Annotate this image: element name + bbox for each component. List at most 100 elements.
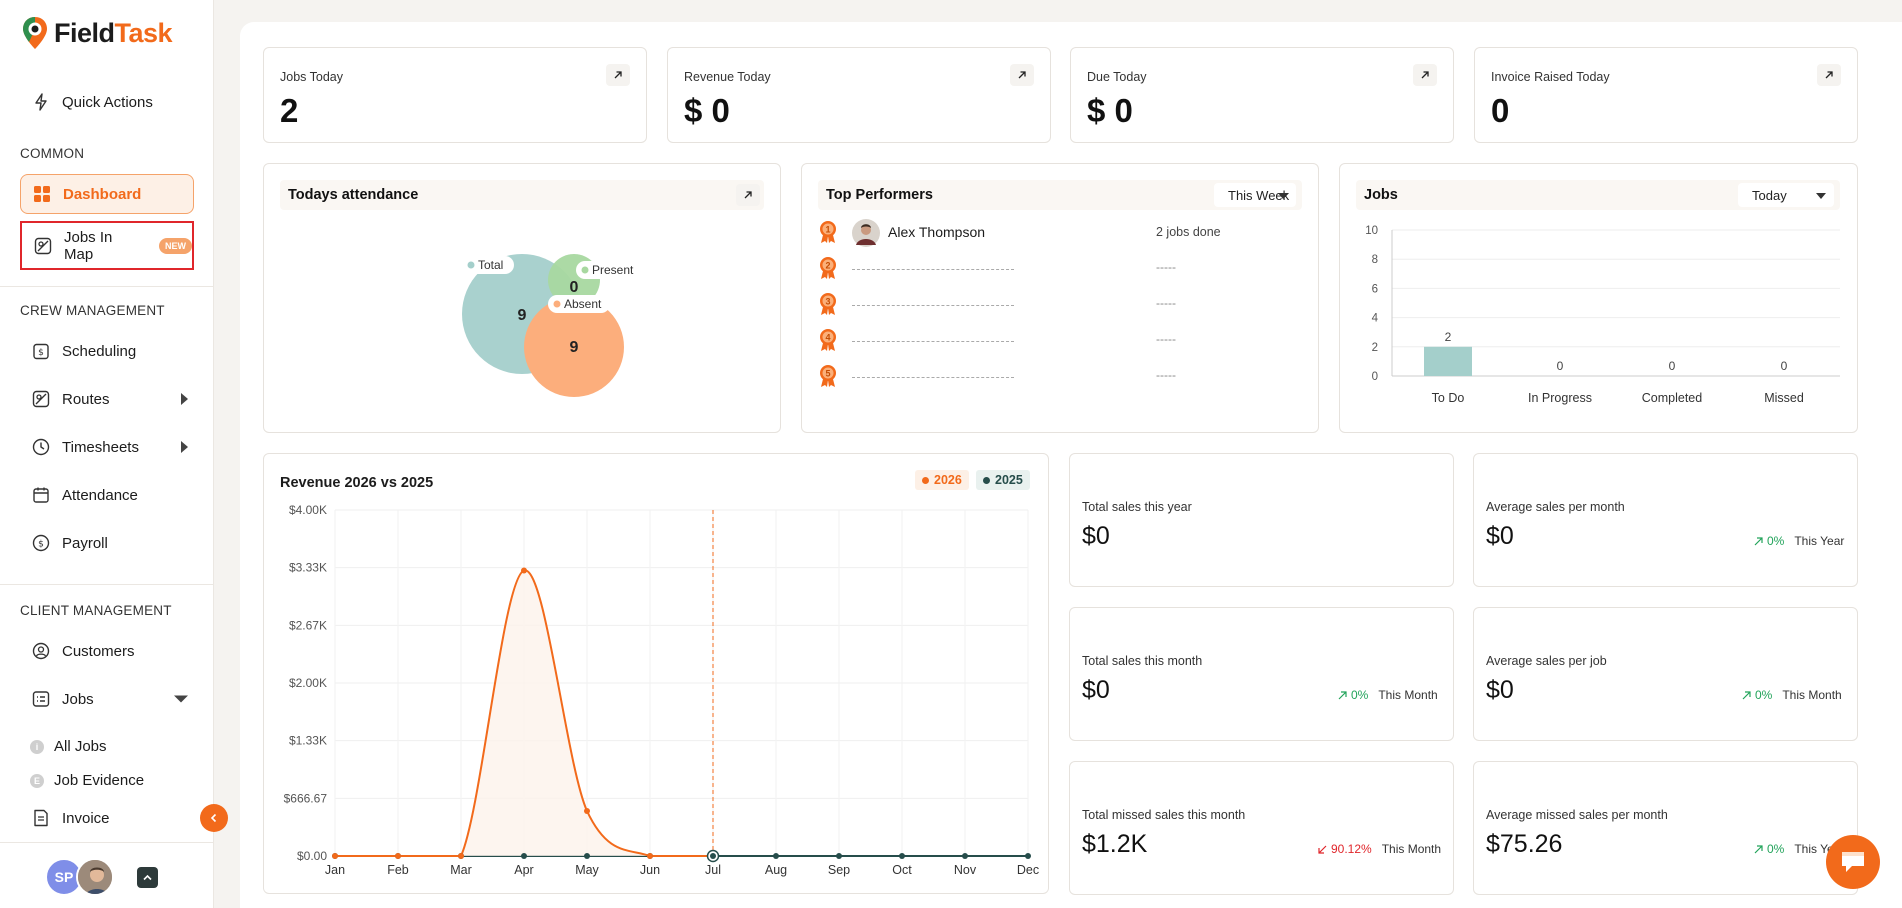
metric-label: Average sales per job xyxy=(1486,654,1607,668)
sidebar: FieldTask Quick Actions COMMON Dashboard… xyxy=(0,0,214,908)
performers-period-dropdown[interactable]: This Week xyxy=(1214,183,1296,207)
chevron-up-icon xyxy=(143,874,152,881)
series-2026-point xyxy=(521,567,527,574)
series-2026-point xyxy=(458,853,464,859)
change-period: This Year xyxy=(1794,534,1845,548)
arrow-up-right-icon xyxy=(1421,71,1429,79)
x-tick-label: Jul xyxy=(705,863,721,877)
expand-up-button[interactable] xyxy=(137,867,158,888)
absent-dot xyxy=(553,300,561,308)
legend-2026[interactable]: 2026 xyxy=(915,470,969,490)
top-performers-panel: Top Performers This Week 1 Alex Thompson… xyxy=(801,163,1319,433)
change-period: This Month xyxy=(1381,842,1442,856)
sidebar-item-dashboard[interactable]: Dashboard xyxy=(20,174,194,214)
total-value: 9 xyxy=(518,307,527,324)
sidebar-item-scheduling[interactable]: $ Scheduling xyxy=(20,332,194,370)
current-month-marker xyxy=(710,853,716,859)
new-badge: NEW xyxy=(159,237,192,254)
invoice-icon xyxy=(34,809,48,827)
panel-title: Revenue 2026 vs 2025 xyxy=(280,475,434,491)
open-jobs-today-button[interactable] xyxy=(606,64,630,86)
x-tick-label: Jun xyxy=(640,863,660,877)
bar-value-label: 0 xyxy=(1781,359,1788,373)
rank-number: 5 xyxy=(825,369,830,379)
sidebar-item-label: Invoice xyxy=(62,809,110,827)
legend-2025[interactable]: 2025 xyxy=(976,470,1030,490)
metric-total-missed-sales: Total missed sales this month $1.2K 90.1… xyxy=(1069,761,1454,895)
stat-value: $ 0 xyxy=(684,92,730,129)
sidebar-item-customers[interactable]: Customers xyxy=(20,632,194,670)
x-tick-label: Sep xyxy=(828,863,850,877)
series-2025-point xyxy=(1025,853,1031,859)
metric-value: $1.2K xyxy=(1082,830,1148,858)
routes-icon xyxy=(32,390,50,408)
caret-down-icon xyxy=(1278,193,1288,199)
performer-row[interactable]: 1 Alex Thompson 2 jobs done xyxy=(818,218,1238,248)
performer-row-empty: 5 ----- xyxy=(818,362,1238,392)
chat-support-button[interactable] xyxy=(1826,835,1880,889)
sidebar-item-label: Dashboard xyxy=(63,185,142,203)
app-logo[interactable]: FieldTask xyxy=(22,16,173,50)
rank-medal-icon: 4 xyxy=(820,329,836,351)
metric-total-sales-year: Total sales this year $0 xyxy=(1069,453,1454,587)
stat-card-invoice-raised: Invoice Raised Today 0 xyxy=(1474,47,1858,143)
sidebar-item-routes[interactable]: Routes xyxy=(20,380,194,418)
metric-average-missed-sales: Average missed sales per month $75.26 0%… xyxy=(1473,761,1858,895)
rank-number: 3 xyxy=(825,297,830,307)
total-label: Total xyxy=(478,258,503,272)
sidebar-item-label: Scheduling xyxy=(62,342,137,360)
y-tick-label: 2 xyxy=(1372,342,1378,354)
sidebar-item-invoice[interactable]: Invoice xyxy=(20,799,194,837)
user-profile-row: SP xyxy=(0,842,214,908)
rank-medal-icon: 1 xyxy=(820,221,836,243)
top-performers-header: Top Performers This Week xyxy=(818,180,1302,210)
metric-average-sales-month: Average sales per month $0 0% This Year xyxy=(1473,453,1858,587)
bar-value-label: 2 xyxy=(1445,330,1452,344)
panel-title: Todays attendance xyxy=(288,187,419,203)
chevron-right-icon xyxy=(181,393,188,405)
trend-up-icon xyxy=(1754,844,1763,853)
placeholder-text: ----- xyxy=(1156,332,1176,346)
open-revenue-today-button[interactable] xyxy=(1010,64,1034,86)
placeholder-line xyxy=(852,269,1014,270)
y-tick-label: 10 xyxy=(1365,225,1378,237)
open-attendance-button[interactable] xyxy=(736,184,760,206)
legend-label: 2026 xyxy=(934,473,962,487)
arrow-up-right-icon xyxy=(1018,71,1026,79)
sidebar-item-payroll[interactable]: $ Payroll xyxy=(20,524,194,562)
placeholder-line xyxy=(852,305,1014,306)
placeholder-line xyxy=(852,377,1014,378)
rank-medal-icon: 5 xyxy=(820,365,836,387)
total-dot xyxy=(467,261,475,269)
logo-pin-icon xyxy=(23,17,47,49)
logo-task-text: Task xyxy=(114,17,173,48)
avatar[interactable]: SP xyxy=(45,858,83,896)
present-dot xyxy=(581,266,589,274)
jobs-period-dropdown[interactable]: Today xyxy=(1738,183,1834,207)
avatar-photo[interactable] xyxy=(76,858,114,896)
present-label-pill xyxy=(576,261,638,279)
sidebar-item-label: Attendance xyxy=(62,486,138,504)
y-tick-label: 0 xyxy=(1372,371,1378,383)
sidebar-item-quick-actions[interactable]: Quick Actions xyxy=(20,83,194,121)
sidebar-item-jobs-in-map[interactable]: Jobs In Map NEW xyxy=(20,221,194,270)
arrow-up-right-icon xyxy=(614,71,622,79)
metric-change: 0% This Month xyxy=(1338,688,1438,702)
open-invoice-raised-button[interactable] xyxy=(1817,64,1841,86)
collapse-sidebar-button[interactable] xyxy=(200,804,228,832)
x-tick-label: Oct xyxy=(892,863,912,877)
y-tick-label: $666.67 xyxy=(284,791,328,805)
dashboard-main: Jobs Today 2 Revenue Today $ 0 Due Today… xyxy=(240,22,1902,908)
metric-label: Average sales per month xyxy=(1486,500,1625,514)
open-due-today-button[interactable] xyxy=(1413,64,1437,86)
sidebar-item-attendance[interactable]: Attendance xyxy=(20,476,194,514)
sidebar-subitem-job-evidence[interactable]: E Job Evidence xyxy=(30,772,144,789)
sidebar-item-label: Jobs xyxy=(62,690,94,708)
sidebar-item-jobs[interactable]: Jobs xyxy=(20,680,194,718)
performer-name: Alex Thompson xyxy=(888,224,986,240)
sidebar-item-label: Job Evidence xyxy=(54,772,145,789)
sidebar-item-timesheets[interactable]: Timesheets xyxy=(20,428,194,466)
arrow-up-right-icon xyxy=(744,191,752,199)
sidebar-subitem-all-jobs[interactable]: i All Jobs xyxy=(30,738,107,755)
y-tick-label: 4 xyxy=(1372,313,1379,325)
